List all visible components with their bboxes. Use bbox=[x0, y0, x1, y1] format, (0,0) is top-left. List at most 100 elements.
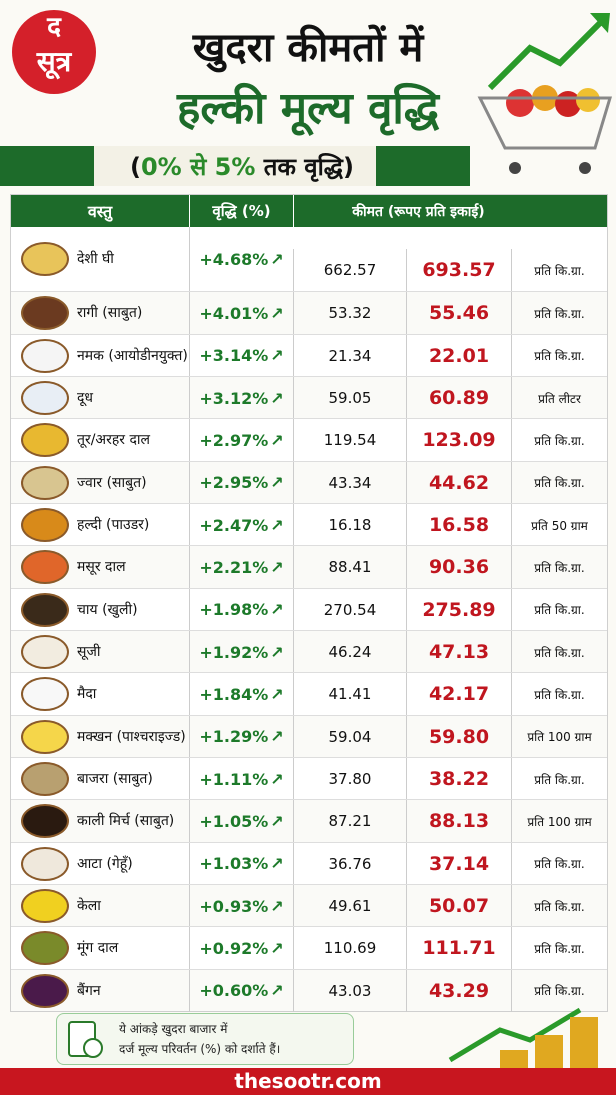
item-name: मूंग दाल bbox=[77, 940, 119, 957]
change: +4.68% bbox=[199, 249, 269, 269]
change: +0.93% bbox=[199, 896, 269, 916]
column-header: कीमत (रूपए प्रति इकाई) bbox=[293, 195, 543, 227]
up-arrow: ↗ bbox=[270, 769, 284, 789]
title-line1: खुदरा कीमतों में bbox=[192, 25, 424, 71]
up-arrow: ↗ bbox=[270, 854, 284, 874]
food-image bbox=[21, 762, 69, 797]
unit: प्रति 100 ग्राम bbox=[511, 800, 607, 843]
unit: प्रति कि.ग्रा. bbox=[511, 631, 607, 674]
subtitle: (0% से 5% तक वृद्धि) bbox=[130, 150, 354, 183]
table-row: दूध +3.12% ↗ 59.05 60.89 प्रति लीटर bbox=[11, 376, 607, 420]
coins bbox=[500, 1050, 528, 1069]
price-after: 88.13 bbox=[406, 800, 511, 843]
table-row: मूंग दाल +0.92% ↗ 110.69 111.71 प्रति कि.ग्रा… bbox=[11, 926, 607, 970]
food-image bbox=[21, 465, 69, 500]
price-before: 59.04 bbox=[293, 715, 406, 758]
item-name: नमक (आयोडीनयुक्त) bbox=[77, 347, 188, 364]
table-row: मसूर दाल +2.21% ↗ 88.41 90.36 प्रति कि.ग्रा. bbox=[11, 545, 607, 589]
column-header: वृद्धि (%) bbox=[189, 195, 293, 227]
item-name: सूजी bbox=[77, 644, 101, 661]
food-image bbox=[21, 296, 69, 331]
table-row: तूर/अरहर दाल +2.97% ↗ 119.54 123.09 प्रति कि.… bbox=[11, 418, 607, 462]
subtitle-range: 0% से 5% bbox=[140, 153, 256, 181]
price-after: 60.89 bbox=[406, 377, 511, 420]
food-image bbox=[21, 338, 69, 373]
wheel bbox=[579, 162, 591, 174]
table-row: ज्वार (साबुत) +2.95% ↗ 43.34 44.62 प्रति कि.ग… bbox=[11, 460, 607, 504]
footer: thesootr.com bbox=[0, 1068, 616, 1095]
coins bbox=[535, 1035, 563, 1069]
cart bbox=[477, 96, 613, 150]
change: +2.97% bbox=[199, 430, 269, 450]
food-image bbox=[21, 242, 69, 277]
price-before: 49.61 bbox=[293, 885, 406, 928]
note-line1: ये आंकड़े खुदरा बाजार में bbox=[119, 1022, 228, 1036]
up-arrow: ↗ bbox=[270, 684, 284, 704]
fruit bbox=[576, 88, 600, 112]
up-arrow: ↗ bbox=[270, 388, 284, 408]
arrow-head bbox=[590, 13, 610, 33]
item-name: आटा (गेहूँ) bbox=[77, 855, 133, 872]
up-arrow: ↗ bbox=[270, 642, 284, 662]
change: +1.03% bbox=[199, 854, 269, 874]
item-name: मैदा bbox=[77, 686, 97, 703]
item-name: तूर/अरहर दाल bbox=[77, 432, 151, 449]
food-image bbox=[21, 677, 69, 712]
coins bbox=[570, 1017, 598, 1069]
change-cell: +1.05% ↗ bbox=[189, 800, 293, 843]
table-row: सूजी +1.92% ↗ 46.24 47.13 प्रति कि.ग्रा. bbox=[11, 630, 607, 674]
arrow bbox=[487, 15, 608, 91]
food-image bbox=[21, 846, 69, 881]
price-before: 37.80 bbox=[293, 758, 406, 801]
food-image bbox=[21, 973, 69, 1008]
table: वस्तुवृद्धि (%)कीमत (रूपए प्रति इकाई)पहल… bbox=[10, 194, 608, 1012]
logo: द सूत्र bbox=[12, 10, 96, 94]
table-row: बाजरा (साबुत) +1.11% ↗ 37.80 38.22 प्रति कि.ग… bbox=[11, 757, 607, 801]
change-cell: +4.01% ↗ bbox=[189, 292, 293, 335]
change: +1.11% bbox=[199, 769, 269, 789]
table-row: मक्खन (पाश्चराइज्ड) +1.29% ↗ 59.04 59.80 प्रत… bbox=[11, 714, 607, 758]
item-name: मसूर दाल bbox=[77, 559, 126, 576]
change: +3.12% bbox=[199, 388, 269, 408]
change: +1.29% bbox=[199, 727, 269, 747]
up-arrow: ↗ bbox=[270, 303, 284, 323]
unit: प्रति लीटर bbox=[511, 377, 607, 420]
food-image bbox=[21, 931, 69, 966]
food-image bbox=[21, 889, 69, 924]
item-name: हल्दी (पाउडर) bbox=[77, 517, 150, 534]
change-cell: +1.98% ↗ bbox=[189, 588, 293, 631]
note-icon bbox=[68, 1021, 103, 1058]
table-row: रागी (साबुत) +4.01% ↗ 53.32 55.46 प्रति कि.ग्… bbox=[11, 291, 607, 335]
unit: प्रति 50 ग्राम bbox=[511, 504, 607, 547]
table-row: आटा (गेहूँ) +1.03% ↗ 36.76 37.14 प्रति कि.ग्र… bbox=[11, 841, 607, 885]
price-after: 42.17 bbox=[406, 673, 511, 716]
change: +3.14% bbox=[199, 346, 269, 366]
unit: प्रति 100 ग्राम bbox=[511, 715, 607, 758]
price-before: 88.41 bbox=[293, 546, 406, 589]
change-cell: +1.92% ↗ bbox=[189, 631, 293, 674]
up-arrow: ↗ bbox=[270, 600, 284, 620]
cart-illustration bbox=[477, 13, 613, 174]
price-after: 693.57 bbox=[406, 249, 511, 292]
up-arrow: ↗ bbox=[270, 938, 284, 958]
food-image bbox=[21, 719, 69, 754]
change: +2.47% bbox=[199, 515, 269, 535]
up-arrow: ↗ bbox=[270, 727, 284, 747]
table-row: चाय (खुली) +1.98% ↗ 270.54 275.89 प्रति कि.ग्… bbox=[11, 587, 607, 631]
wheel bbox=[509, 162, 521, 174]
up-arrow: ↗ bbox=[270, 249, 284, 269]
table-row: काली मिर्च (साबुत) +1.05% ↗ 87.21 88.13 प्रति… bbox=[11, 799, 607, 843]
change-cell: +3.14% ↗ bbox=[189, 334, 293, 377]
food-image bbox=[21, 550, 69, 585]
change-cell: +3.12% ↗ bbox=[189, 377, 293, 420]
table-row: नमक (आयोडीनयुक्त) +3.14% ↗ 21.34 22.01 प्रति … bbox=[11, 333, 607, 377]
price-before: 43.34 bbox=[293, 461, 406, 504]
up-arrow: ↗ bbox=[270, 515, 284, 535]
price-after: 37.14 bbox=[406, 842, 511, 885]
unit: प्रति कि.ग्रा. bbox=[511, 292, 607, 335]
change-cell: +2.21% ↗ bbox=[189, 546, 293, 589]
up-arrow: ↗ bbox=[270, 473, 284, 493]
food-image bbox=[21, 423, 69, 458]
food-image bbox=[21, 508, 69, 543]
change: +1.98% bbox=[199, 600, 269, 620]
